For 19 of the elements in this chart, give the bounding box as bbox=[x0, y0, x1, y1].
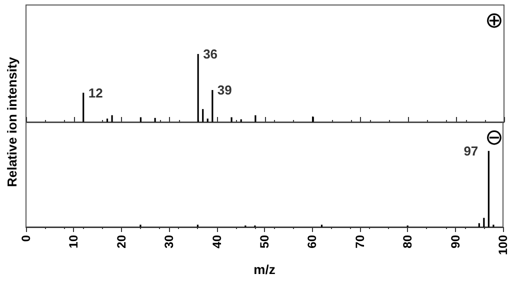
x-tick-label: 50 bbox=[258, 234, 272, 248]
annotation: 12 bbox=[88, 85, 103, 100]
annotation: 36 bbox=[203, 46, 218, 62]
x-tick-label: 60 bbox=[305, 234, 320, 248]
text: ⊖ bbox=[485, 124, 503, 150]
x-tick-label: 70 bbox=[352, 234, 367, 248]
text: ⊕ bbox=[485, 8, 503, 32]
x-tick-label: 0 bbox=[19, 234, 33, 242]
x-tick-label: 100 bbox=[496, 234, 509, 256]
annotation: 39 bbox=[217, 82, 232, 98]
x-tick-label: 10 bbox=[66, 234, 81, 248]
x-tick-label: 20 bbox=[114, 234, 128, 248]
y-axis-title: Relative ion intensity bbox=[4, 56, 20, 188]
x-axis-title: m/z bbox=[254, 262, 276, 277]
x-tick-label: 40 bbox=[210, 234, 224, 248]
annotation: 97 bbox=[464, 143, 478, 158]
x-tick-label: 80 bbox=[400, 234, 415, 248]
x-tick-label: 90 bbox=[448, 234, 462, 248]
x-tick-label: 30 bbox=[162, 234, 176, 248]
